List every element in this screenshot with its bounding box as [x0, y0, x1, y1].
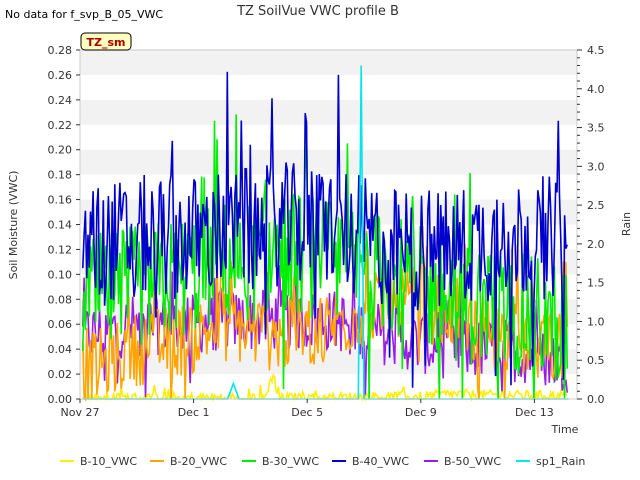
y2-tick-label: 1.5 [587, 277, 605, 290]
y-tick-label: 0.04 [48, 343, 73, 356]
legend-label: B-50_VWC [444, 455, 501, 468]
y-tick-label: 0.10 [48, 268, 73, 281]
nodata-note: No data for f_svp_B_05_VWC [5, 8, 163, 21]
y-tick-label: 0.14 [48, 219, 73, 232]
station-badge-label: TZ_sm [87, 36, 126, 49]
chart-title: TZ SoilVue VWC profile B [236, 4, 399, 19]
legend-label: B-40_VWC [352, 455, 409, 468]
y-axis-right: 0.0 0.5 1.0 1.5 2.0 2.5 3.0 3.5 4.0 4.5 [577, 44, 605, 406]
y2-tick-label: 0.0 [587, 393, 605, 406]
y-tick-label: 0.26 [48, 69, 73, 82]
grid-band [80, 149, 577, 175]
y-tick-label: 0.18 [48, 169, 73, 182]
legend-label: B-10_VWC [80, 455, 137, 468]
y2-tick-label: 4.5 [587, 44, 605, 57]
x-tick-label: Dec 13 [515, 406, 554, 419]
legend: B-10_VWC B-20_VWC B-30_VWC B-40_VWC B-50_VWC… [60, 455, 585, 468]
y-axis-label: Soil Moisture (VWC) [7, 171, 20, 280]
station-badge: TZ_sm [80, 32, 132, 51]
legend-label: B-30_VWC [262, 455, 319, 468]
y-tick-label: 0.28 [48, 44, 73, 57]
y-tick-label: 0.00 [48, 393, 73, 406]
x-tick-label: Dec 9 [405, 406, 437, 419]
y-axis-left: 0.00 0.02 0.04 0.06 0.08 0.10 0.12 0.14 0.16 0.18… [48, 44, 80, 406]
y-tick-label: 0.06 [48, 318, 73, 331]
x-tick-label: Nov 27 [61, 406, 100, 419]
y2-tick-label: 3.0 [587, 160, 605, 173]
grid-band [80, 50, 577, 75]
grid-band [80, 74, 577, 100]
y-tick-label: 0.24 [48, 94, 73, 107]
y2-tick-label: 1.0 [587, 315, 605, 328]
y2-tick-label: 4.0 [587, 83, 605, 96]
y2-tick-label: 3.5 [587, 122, 605, 135]
x-axis: Nov 27 Dec 1 Dec 5 Dec 9 Dec 13 [61, 399, 554, 419]
x-axis-label: Time [551, 423, 579, 436]
grid-band [80, 99, 577, 125]
y-tick-label: 0.16 [48, 194, 73, 207]
series-line [82, 71, 568, 388]
grid-band [80, 124, 577, 150]
y-tick-label: 0.20 [48, 144, 73, 157]
y-tick-label: 0.22 [48, 119, 73, 132]
y2-tick-label: 2.0 [587, 238, 605, 251]
y-tick-label: 0.08 [48, 293, 73, 306]
y2-axis-label: Rain [620, 212, 633, 236]
y-tick-label: 0.02 [48, 368, 73, 381]
legend-label: sp1_Rain [536, 455, 585, 468]
legend-label: B-20_VWC [170, 455, 227, 468]
series-line [82, 373, 568, 403]
y-tick-label: 0.12 [48, 243, 73, 256]
y2-tick-label: 2.5 [587, 199, 605, 212]
y2-tick-label: 0.5 [587, 354, 605, 367]
x-tick-label: Dec 5 [291, 406, 323, 419]
x-tick-label: Dec 1 [178, 406, 210, 419]
